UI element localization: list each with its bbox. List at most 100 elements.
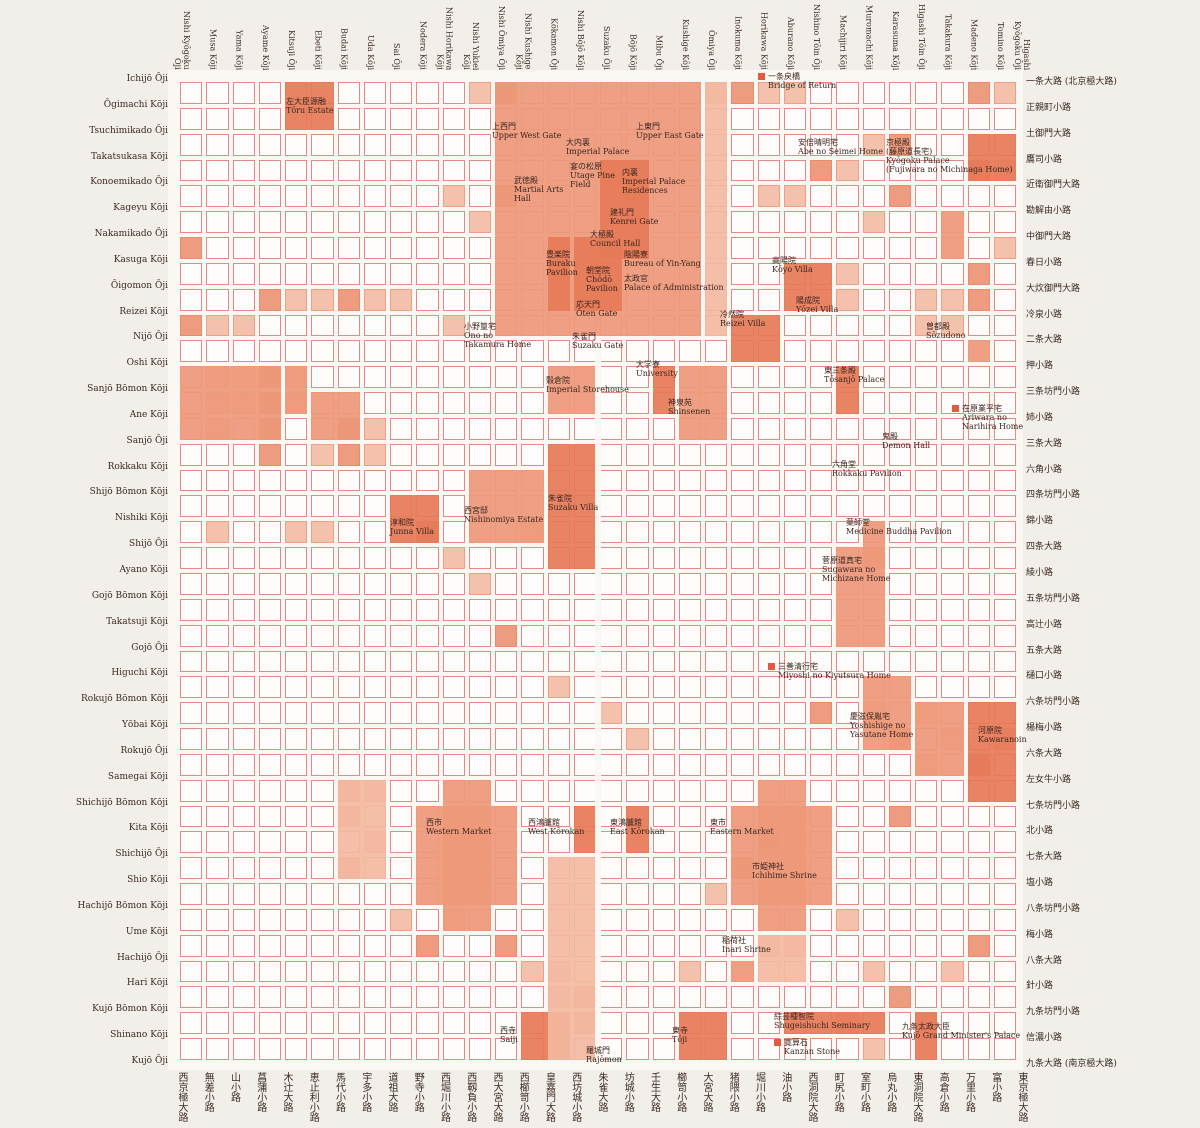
- vertical-road-label-jp: 壬生大路: [648, 1072, 660, 1112]
- city-block: [810, 573, 833, 595]
- place-label: 朱雀院 Suzaku Villa: [548, 494, 598, 512]
- city-block: [600, 753, 623, 776]
- city-block: [810, 159, 833, 182]
- place-name-jp: 東三条殿: [824, 366, 856, 375]
- city-block: [652, 883, 675, 905]
- place-marker-icon: [952, 405, 959, 412]
- city-block: [941, 262, 964, 285]
- city-block: [836, 443, 859, 466]
- city-block: [468, 133, 491, 156]
- city-block: [258, 133, 281, 156]
- city-block: [521, 624, 544, 647]
- horizontal-road-label-jp: 姉小路: [1026, 412, 1054, 423]
- horizontal-road-label-jp: 三条大路: [1026, 438, 1063, 449]
- place-label: 羅城門 Rajōmon: [586, 1046, 622, 1064]
- place-marker-icon: [758, 73, 765, 80]
- city-block: [705, 934, 728, 957]
- city-block: [285, 211, 308, 234]
- city-block: [731, 908, 754, 931]
- city-block: [521, 908, 544, 931]
- city-block: [915, 598, 938, 621]
- city-block: [495, 676, 518, 699]
- city-block: [468, 314, 491, 337]
- city-block: [757, 237, 780, 259]
- district-highlight: [757, 934, 806, 983]
- horizontal-road-label-jp: 二条大路: [1026, 335, 1063, 346]
- city-block: [285, 159, 308, 182]
- city-block: [495, 650, 518, 673]
- city-block: [967, 288, 990, 311]
- city-block: [626, 469, 649, 492]
- place-label: 上西門 Upper West Gate: [492, 122, 561, 140]
- horizontal-road-label-jp: 高辻小路: [1026, 619, 1063, 630]
- city-block: [993, 107, 1016, 130]
- district-highlight: [915, 1012, 938, 1060]
- city-block: [652, 934, 675, 957]
- city-block: [416, 728, 439, 750]
- city-block: [573, 753, 596, 776]
- city-block: [836, 521, 859, 544]
- city-block: [600, 728, 623, 750]
- district-highlight: [731, 960, 754, 983]
- city-block: [363, 624, 386, 647]
- city-block: [390, 831, 413, 854]
- city-block: [180, 753, 203, 776]
- city-block: [258, 107, 281, 130]
- city-block: [495, 624, 518, 647]
- city-block: [600, 598, 623, 621]
- city-block: [206, 573, 229, 595]
- city-block: [967, 986, 990, 1009]
- place-label: 大極殿 Council Hall: [590, 230, 640, 248]
- horizontal-road-label-jp: 錦小路: [1026, 516, 1054, 527]
- city-block: [232, 934, 255, 957]
- place-name-en: Inari Shrine: [722, 945, 771, 954]
- city-block: [915, 159, 938, 182]
- city-block: [862, 288, 885, 311]
- vertical-road-label: Muromachi Kōji: [864, 5, 874, 70]
- city-block: [915, 960, 938, 983]
- city-block: [258, 82, 281, 104]
- place-label: 高陽院 Kōyo Villa: [772, 256, 813, 274]
- city-block: [967, 547, 990, 569]
- horizontal-road-label: Ayano Kōji: [119, 565, 168, 575]
- city-block: [888, 133, 911, 156]
- city-block: [626, 521, 649, 544]
- city-block: [626, 417, 649, 440]
- city-block: [547, 728, 570, 750]
- city-block: [363, 185, 386, 208]
- city-block: [915, 883, 938, 905]
- city-block: [521, 547, 544, 569]
- city-block: [258, 960, 281, 983]
- place-name-en: Ichihime Shrine: [752, 871, 817, 880]
- city-block: [783, 650, 806, 673]
- horizontal-road-label-jp: 春日小路: [1026, 257, 1063, 268]
- city-block: [232, 1038, 255, 1060]
- city-block: [285, 288, 308, 311]
- place-label: 穀倉院 Imperial Storehouse: [546, 376, 629, 394]
- city-block: [390, 857, 413, 880]
- horizontal-road-label: Takatsuji Kōji: [106, 616, 168, 627]
- city-block: [888, 805, 911, 828]
- horizontal-road-label: Gojō Ōji: [131, 642, 168, 653]
- city-block: [810, 521, 833, 544]
- city-block: [862, 986, 885, 1009]
- place-name-en: West Kōrokan: [528, 827, 585, 836]
- city-block: [258, 314, 281, 337]
- city-block: [363, 366, 386, 389]
- city-block: [888, 82, 911, 104]
- city-block: [180, 573, 203, 595]
- place-name-jp: 穀倉院: [546, 376, 570, 385]
- place-name-jp: 小野篁宅: [464, 322, 496, 331]
- city-block: [888, 314, 911, 337]
- city-block: [442, 960, 465, 983]
- place-name-jp: 六角堂: [832, 460, 856, 469]
- place-name-jp: 淳和院: [390, 518, 414, 527]
- city-block: [967, 573, 990, 595]
- city-block: [862, 1038, 885, 1060]
- horizontal-road-label-jp: 信濃小路: [1026, 1033, 1063, 1044]
- city-block: [232, 624, 255, 647]
- city-block: [468, 650, 491, 673]
- district-highlight: [652, 366, 675, 414]
- place-label: 神泉苑 Shinsenen: [668, 398, 710, 416]
- city-block: [836, 262, 859, 285]
